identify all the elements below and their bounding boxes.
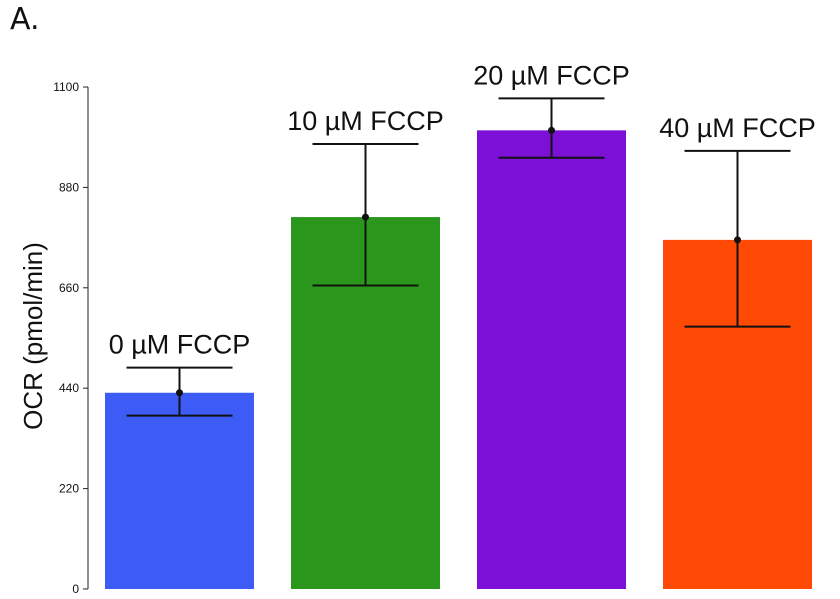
mean-point — [734, 236, 741, 244]
y-tick-label: 0 — [72, 582, 79, 596]
bar — [105, 392, 254, 589]
bar-label: 0 µM FCCP — [109, 330, 251, 360]
y-axis: 0 220 440 660 880 1100 — [53, 80, 89, 596]
y-tick-label: 440 — [59, 381, 79, 395]
mean-point — [362, 213, 369, 221]
y-tick-label: 1100 — [53, 80, 79, 94]
error-bars — [126, 97, 791, 417]
bar-label: 40 µM FCCP — [659, 113, 816, 143]
panel-label: A. — [10, 2, 40, 37]
y-tick-label: 220 — [59, 482, 79, 496]
y-tick-label: 660 — [59, 281, 79, 295]
mean-point — [176, 389, 183, 397]
y-axis-label: OCR (pmol/min) — [18, 242, 48, 430]
y-tick-label: 880 — [59, 180, 79, 194]
bars — [105, 130, 812, 589]
bar — [477, 130, 626, 589]
bar-labels: 0 µM FCCP 10 µM FCCP 20 µM FCCP 40 µM FCCP — [109, 60, 816, 359]
bar-label: 10 µM FCCP — [287, 106, 444, 136]
mean-point — [548, 126, 555, 134]
bar-label: 20 µM FCCP — [473, 60, 630, 90]
